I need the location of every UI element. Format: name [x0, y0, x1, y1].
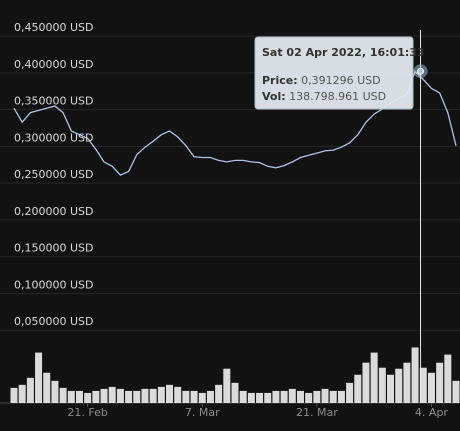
volume-bar [84, 392, 92, 403]
y-tick-label: 0,150000 USD [14, 242, 94, 255]
axis-labels: 0,050000 USD 0,100000 USD 0,150000 USD 0,20… [14, 21, 448, 419]
x-tick-label: 7. Mar [185, 406, 220, 419]
volume-bar [18, 384, 26, 403]
tooltip-point [417, 67, 425, 75]
x-tick-label: 21. Feb [67, 406, 107, 419]
volume-bar [247, 392, 255, 403]
y-tick-label: 0,250000 USD [14, 168, 94, 181]
y-tick-label: 0,050000 USD [14, 315, 94, 328]
volume-bar [452, 380, 460, 403]
volume-bar [75, 390, 83, 403]
volume-bar [125, 390, 133, 403]
volume-bar [190, 390, 198, 403]
volume-bar [288, 388, 296, 403]
volume-bar [362, 362, 370, 403]
tooltip-price: Price: 0,391296 USD [262, 74, 381, 87]
x-tick-label: 21. Mar [296, 406, 338, 419]
volume-bar [370, 352, 378, 403]
x-tick-label: 4. Apr [415, 406, 448, 419]
volume-bars [10, 347, 460, 403]
volume-bar [198, 392, 206, 403]
volume-bar [256, 392, 264, 403]
volume-bar [206, 390, 214, 403]
volume-bar [35, 352, 43, 403]
volume-bar [92, 390, 100, 403]
volume-bar [305, 392, 313, 403]
volume-bar [346, 382, 354, 403]
volume-bar [427, 372, 435, 403]
volume-bar [223, 368, 231, 403]
y-tick-label: 0,300000 USD [14, 131, 94, 144]
volume-bar [387, 374, 395, 403]
volume-bar [116, 388, 124, 403]
tooltip-box [254, 36, 414, 110]
volume-bar [313, 390, 321, 403]
tooltip-volume-name: Vol: [262, 90, 286, 103]
volume-bar [411, 347, 419, 403]
volume-bar [108, 386, 116, 403]
y-tick-label: 0,450000 USD [14, 21, 94, 34]
y-tick-label: 0,200000 USD [14, 205, 94, 218]
volume-bar [182, 390, 190, 403]
volume-bar [166, 384, 174, 403]
volume-bar [141, 388, 149, 403]
volume-bar [436, 362, 444, 403]
volume-bar [272, 390, 280, 403]
volume-bar [231, 382, 239, 403]
volume-bar [296, 390, 304, 403]
y-tick-label: 0,100000 USD [14, 278, 94, 291]
volume-bar [337, 390, 345, 403]
volume-bar [157, 386, 165, 403]
tooltip-price-name: Price: [262, 74, 298, 87]
tooltip-price-value: 0,391296 USD [301, 74, 381, 87]
tooltip-volume: Vol: 138.798.961 USD [262, 90, 386, 103]
volume-bar [329, 390, 337, 403]
volume-bar [133, 390, 141, 403]
volume-bar [26, 377, 34, 403]
y-tick-label: 0,350000 USD [14, 95, 94, 108]
tooltip-layer: Sat 02 Apr 2022, 16:01:33 Price: 0,39129… [254, 36, 425, 110]
volume-bar [59, 387, 67, 403]
volume-bar [149, 388, 157, 403]
volume-bar [215, 384, 223, 403]
tooltip-title: Sat 02 Apr 2022, 16:01:33 [262, 46, 425, 59]
volume-bar [354, 374, 362, 403]
volume-bar [51, 380, 59, 403]
volume-bar [444, 354, 452, 403]
volume-bar [100, 388, 108, 403]
y-tick-label: 0,400000 USD [14, 58, 94, 71]
volume-bar [419, 367, 427, 403]
tooltip-volume-value: 138.798.961 USD [289, 90, 386, 103]
volume-bar [67, 390, 75, 403]
volume-bar [174, 386, 182, 403]
volume-bar [280, 390, 288, 403]
volume-bar [264, 392, 272, 403]
volume-bar [378, 367, 386, 403]
volume-bar [43, 372, 51, 403]
volume-bar [10, 387, 18, 403]
volume-bar [395, 368, 403, 403]
volume-bar [321, 388, 329, 403]
volume-bar [239, 390, 247, 403]
volume-bar [403, 362, 411, 403]
